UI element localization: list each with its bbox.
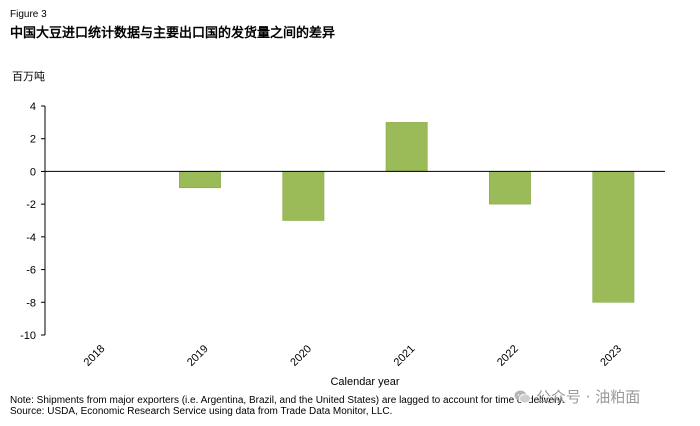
y-tick-label: -8 — [26, 297, 36, 309]
chart-title: 中国大豆进口统计数据与主要出口国的发货量之间的差异 — [10, 26, 336, 41]
y-tick-label: 0 — [30, 166, 36, 178]
footnote: Note: Shipments from major exporters (i.… — [10, 395, 565, 406]
y-tick-label: -2 — [26, 199, 36, 211]
y-tick-label: 2 — [30, 134, 36, 146]
bar-2020 — [282, 171, 325, 221]
bar-2022 — [488, 171, 531, 205]
y-axis-unit-label: 百万吨 — [12, 70, 45, 83]
bar-2023 — [592, 171, 635, 303]
bar-2021 — [385, 122, 428, 172]
watermark-text: 公众号 · 油粕面 — [536, 388, 641, 406]
x-axis-title: Calendar year — [330, 376, 399, 388]
x-tick-label: 2019 — [185, 343, 211, 369]
chat-bubble-icon — [514, 390, 531, 404]
y-tick-label: -6 — [26, 265, 36, 277]
x-tick-label: 2018 — [82, 343, 108, 369]
x-tick-label: 2022 — [495, 343, 521, 369]
source-note: Source: USDA, Economic Research Service … — [10, 406, 393, 417]
figure-label: Figure 3 — [10, 9, 47, 20]
y-tick-label: -4 — [26, 232, 36, 244]
x-tick-label: 2021 — [392, 343, 418, 369]
x-tick-label: 2023 — [598, 343, 624, 369]
y-tick-label: 4 — [30, 101, 36, 113]
x-tick-label: 2020 — [288, 343, 314, 369]
y-tick-label: -10 — [20, 330, 36, 342]
watermark: 公众号 · 油粕面 — [514, 386, 640, 407]
bar-2019 — [179, 171, 221, 189]
